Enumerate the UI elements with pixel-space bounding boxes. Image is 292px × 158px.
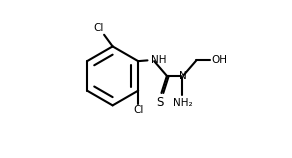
Text: NH: NH (151, 55, 167, 65)
Text: S: S (156, 96, 164, 109)
Text: NH₂: NH₂ (173, 98, 192, 108)
Text: N: N (178, 71, 186, 81)
Text: Cl: Cl (93, 23, 103, 33)
Text: Cl: Cl (133, 105, 143, 115)
Text: OH: OH (211, 55, 227, 65)
